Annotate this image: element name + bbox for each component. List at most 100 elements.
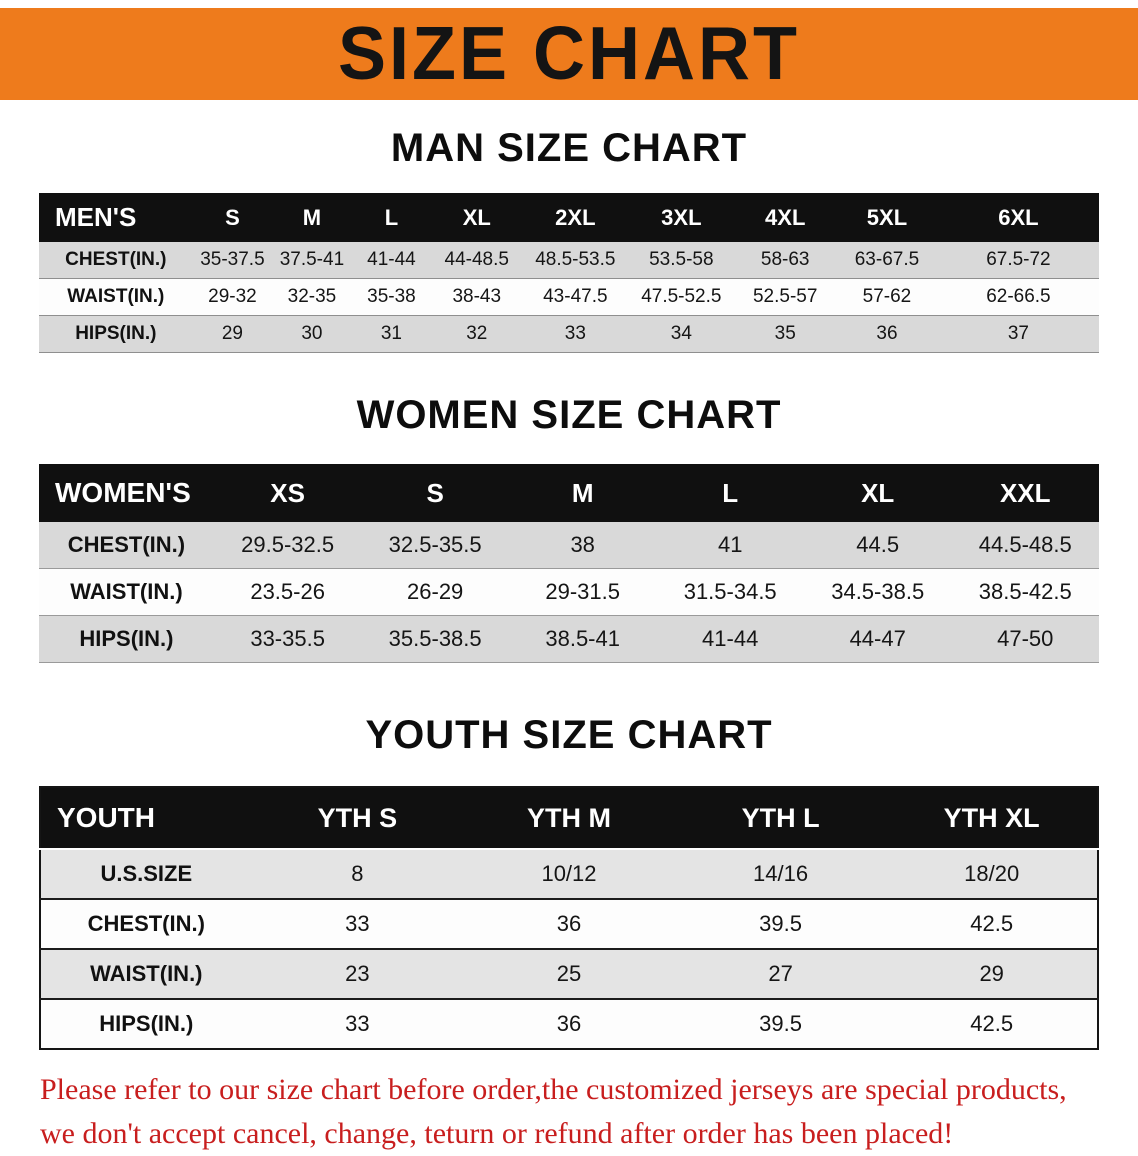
value-cell: 36 (876, 323, 898, 344)
value-cell: 31.5-34.5 (683, 579, 777, 604)
value-cell: 38.5-41 (545, 626, 620, 651)
row-label-cell: U.S.SIZE (100, 861, 193, 886)
value-cell: 38.5-42.5 (978, 579, 1072, 604)
size-header-cell: YTH L (674, 787, 887, 850)
value-cell: 29-32 (208, 286, 257, 307)
value-cell: 35-37.5 (200, 249, 265, 270)
women-section-heading: WOMEN SIZE CHART (356, 393, 782, 437)
value-cell: 33 (345, 1011, 370, 1036)
table-row: CHEST(IN.) 33 36 39.5 42.5 (40, 899, 1098, 949)
value-cell: 14/16 (753, 861, 809, 886)
size-header-cell: 6XL (937, 193, 1099, 242)
value-cell: 36 (556, 1011, 582, 1036)
women-size-table: WOMEN'S XS S M L XL XXL CHEST(IN.) 29.5-32.5 32.5… (39, 464, 1099, 663)
value-cell: 42.5 (970, 911, 1014, 936)
value-cell: 10/12 (541, 861, 597, 886)
row-label-cell: CHEST(IN.) (67, 532, 186, 557)
value-cell: 41-44 (367, 249, 416, 270)
value-cell: 67.5-72 (986, 249, 1051, 270)
table-row: WAIST(IN.) 29-32 32-35 35-38 38-43 43-47.5 47.… (39, 278, 1099, 316)
table-header-row: YOUTH YTH S YTH M YTH L YTH XL (40, 787, 1098, 850)
value-cell: 8 (351, 861, 364, 886)
value-cell: 29 (221, 323, 243, 344)
size-header-cell: 2XL (522, 193, 629, 242)
row-label-cell: WAIST(IN.) (67, 286, 165, 307)
value-cell: 44-48.5 (444, 249, 509, 270)
size-header-cell: M (272, 193, 352, 242)
row-label-cell: WAIST(IN.) (70, 579, 183, 604)
men-size-table: MEN'S S M L XL 2XL 3XL 4XL 5XL 6XL CHEST(IN.) 35-37… (39, 193, 1099, 353)
table-row: CHEST(IN.) 29.5-32.5 32.5-35.5 38 41 44.5 44.5… (39, 522, 1099, 569)
value-cell: 30 (301, 323, 323, 344)
table-title-cell: MEN'S (39, 193, 193, 242)
size-header-cell: XS (213, 464, 362, 522)
table-row: HIPS(IN.) 33 36 39.5 42.5 (40, 999, 1098, 1049)
table-row: WAIST(IN.) 23.5-26 26-29 29-31.5 31.5-34.5 34… (39, 568, 1099, 616)
value-cell: 29.5-32.5 (241, 532, 335, 557)
man-section-heading: MAN SIZE CHART (390, 126, 748, 170)
size-header-cell: YTH S (251, 787, 464, 850)
row-label-cell: HIPS(IN.) (99, 1011, 194, 1036)
value-cell: 42.5 (970, 1011, 1014, 1036)
size-header-cell: 4XL (734, 193, 837, 242)
value-cell: 34 (670, 323, 692, 344)
value-cell: 63-67.5 (854, 249, 920, 270)
size-header-cell: 5XL (836, 193, 938, 242)
value-cell: 32.5-35.5 (388, 532, 482, 557)
table-row: U.S.SIZE 8 10/12 14/16 18/20 (40, 849, 1098, 899)
value-cell: 43-47.5 (543, 286, 608, 307)
value-cell: 52.5-57 (752, 286, 818, 307)
value-cell: 29-31.5 (545, 579, 620, 604)
table-row: WAIST(IN.) 23 25 27 29 (40, 949, 1098, 999)
size-header-cell: YTH XL (886, 787, 1098, 850)
value-cell: 34.5-38.5 (831, 579, 925, 604)
table-row: CHEST(IN.) 35-37.5 37.5-41 41-44 44-48.5 48.5… (39, 242, 1099, 279)
value-cell: 33 (345, 911, 370, 936)
size-header-cell: XL (803, 464, 952, 522)
value-cell: 47.5-52.5 (641, 286, 722, 307)
value-cell: 23 (345, 961, 370, 986)
size-header-cell: 3XL (628, 193, 735, 242)
size-header-cell: XXL (951, 464, 1099, 522)
value-cell: 62-66.5 (986, 286, 1051, 307)
value-cell: 31 (380, 323, 402, 344)
row-label-cell: WAIST(IN.) (90, 961, 203, 986)
banner-title: SIZE CHART (338, 12, 800, 96)
value-cell: 57-62 (862, 286, 912, 307)
value-cell: 44.5-48.5 (978, 532, 1072, 557)
table-row: HIPS(IN.) 29 30 31 32 33 34 35 36 37 (39, 315, 1099, 353)
row-label-cell: CHEST(IN.) (65, 249, 167, 270)
table-header-row: WOMEN'S XS S M L XL XXL (39, 464, 1099, 522)
value-cell: 35 (774, 323, 796, 344)
size-header-cell: S (192, 193, 273, 242)
value-cell: 32-35 (287, 286, 337, 307)
value-cell: 25 (556, 961, 582, 986)
size-header-cell: M (508, 464, 657, 522)
size-chart-banner: SIZE CHART (0, 8, 1138, 100)
size-header-cell: YTH M (463, 787, 675, 850)
footer-note: Please refer to our size chart before or… (0, 1068, 1138, 1156)
table-title-cell: YOUTH (40, 787, 252, 850)
row-label-cell: CHEST(IN.) (87, 911, 205, 936)
value-cell: 41-44 (702, 626, 759, 651)
value-cell: 53.5-58 (649, 249, 714, 270)
value-cell: 38 (570, 532, 595, 557)
size-header-cell: L (656, 464, 804, 522)
size-header-cell: S (361, 464, 509, 522)
value-cell: 37.5-41 (279, 249, 345, 270)
value-cell: 36 (556, 911, 582, 936)
value-cell: 58-63 (760, 249, 810, 270)
value-cell: 39.5 (759, 1011, 802, 1036)
row-label-cell: HIPS(IN.) (75, 323, 157, 344)
value-cell: 18/20 (964, 861, 1020, 886)
value-cell: 33-35.5 (250, 626, 325, 651)
value-cell: 29 (979, 961, 1004, 986)
value-cell: 37 (1007, 323, 1029, 344)
footer-note-line1: Please refer to our size chart before or… (40, 1073, 1067, 1106)
value-cell: 32 (466, 323, 488, 344)
value-cell: 23.5-26 (250, 579, 325, 604)
value-cell: 38-43 (452, 286, 502, 307)
youth-section-heading: YOUTH SIZE CHART (365, 713, 773, 757)
size-header-cell: XL (431, 193, 523, 242)
row-label-cell: HIPS(IN.) (79, 626, 174, 651)
